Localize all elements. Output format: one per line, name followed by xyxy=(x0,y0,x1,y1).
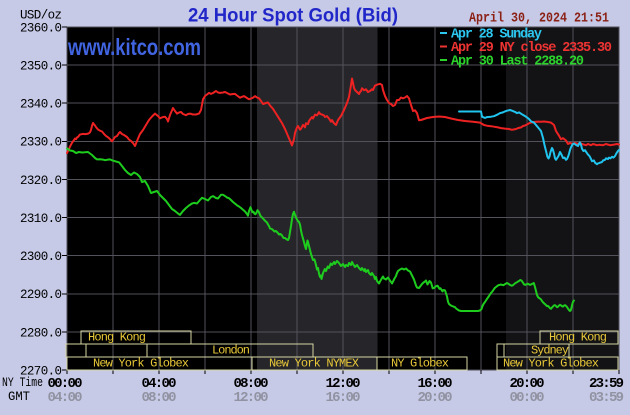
svg-text:2350.0: 2350.0 xyxy=(20,60,62,74)
svg-text:23:59: 23:59 xyxy=(589,376,624,392)
svg-text:Hong Kong: Hong Kong xyxy=(88,331,146,345)
svg-text:New York NYMEX: New York NYMEX xyxy=(269,357,359,371)
svg-text:GMT: GMT xyxy=(8,389,30,404)
svg-text:2280.0: 2280.0 xyxy=(20,326,62,340)
svg-text:08:00: 08:00 xyxy=(234,376,269,392)
svg-text:00:00: 00:00 xyxy=(48,376,83,392)
svg-text:20:00: 20:00 xyxy=(510,376,545,392)
svg-text:2340.0: 2340.0 xyxy=(20,98,62,112)
svg-text:www.kitco.com: www.kitco.com xyxy=(67,34,201,60)
svg-text:2310.0: 2310.0 xyxy=(20,212,62,226)
svg-text:New York Globex: New York Globex xyxy=(503,357,599,371)
svg-text:03:59: 03:59 xyxy=(589,390,624,406)
svg-text:Hong Kong: Hong Kong xyxy=(549,331,607,345)
svg-text:04:00: 04:00 xyxy=(142,376,177,392)
svg-text:NY Time: NY Time xyxy=(2,375,43,390)
svg-text:Apr 30 Last 2288.20: Apr 30 Last 2288.20 xyxy=(451,55,584,70)
svg-text:NY Globex: NY Globex xyxy=(391,357,449,371)
svg-text:20:00: 20:00 xyxy=(418,390,453,406)
svg-text:2320.0: 2320.0 xyxy=(20,174,62,188)
svg-text:2270.0: 2270.0 xyxy=(20,364,62,378)
svg-text:April 30, 2024 21:51: April 30, 2024 21:51 xyxy=(469,11,609,27)
svg-text:16:00: 16:00 xyxy=(418,376,453,392)
svg-text:2290.0: 2290.0 xyxy=(20,288,62,302)
svg-text:London: London xyxy=(212,344,250,358)
svg-text:Sydney: Sydney xyxy=(531,344,569,358)
svg-text:New York Globex: New York Globex xyxy=(93,357,189,371)
svg-text:24 Hour Spot Gold (Bid): 24 Hour Spot Gold (Bid) xyxy=(188,6,398,27)
svg-text:Apr 28 Sunday: Apr 28 Sunday xyxy=(451,28,542,43)
svg-text:04:00: 04:00 xyxy=(48,390,83,406)
svg-text:2330.0: 2330.0 xyxy=(20,136,62,150)
svg-text:2300.0: 2300.0 xyxy=(20,250,62,264)
svg-text:2360.0: 2360.0 xyxy=(20,21,62,35)
svg-text:08:00: 08:00 xyxy=(142,390,177,406)
svg-text:Apr 29 NY close 2335.30: Apr 29 NY close 2335.30 xyxy=(451,41,612,56)
svg-text:12:00: 12:00 xyxy=(234,390,269,406)
svg-text:16:00: 16:00 xyxy=(326,390,361,406)
svg-text:12:00: 12:00 xyxy=(326,376,361,392)
svg-text:USD/oz: USD/oz xyxy=(20,9,62,23)
svg-text:00:00: 00:00 xyxy=(510,390,545,406)
